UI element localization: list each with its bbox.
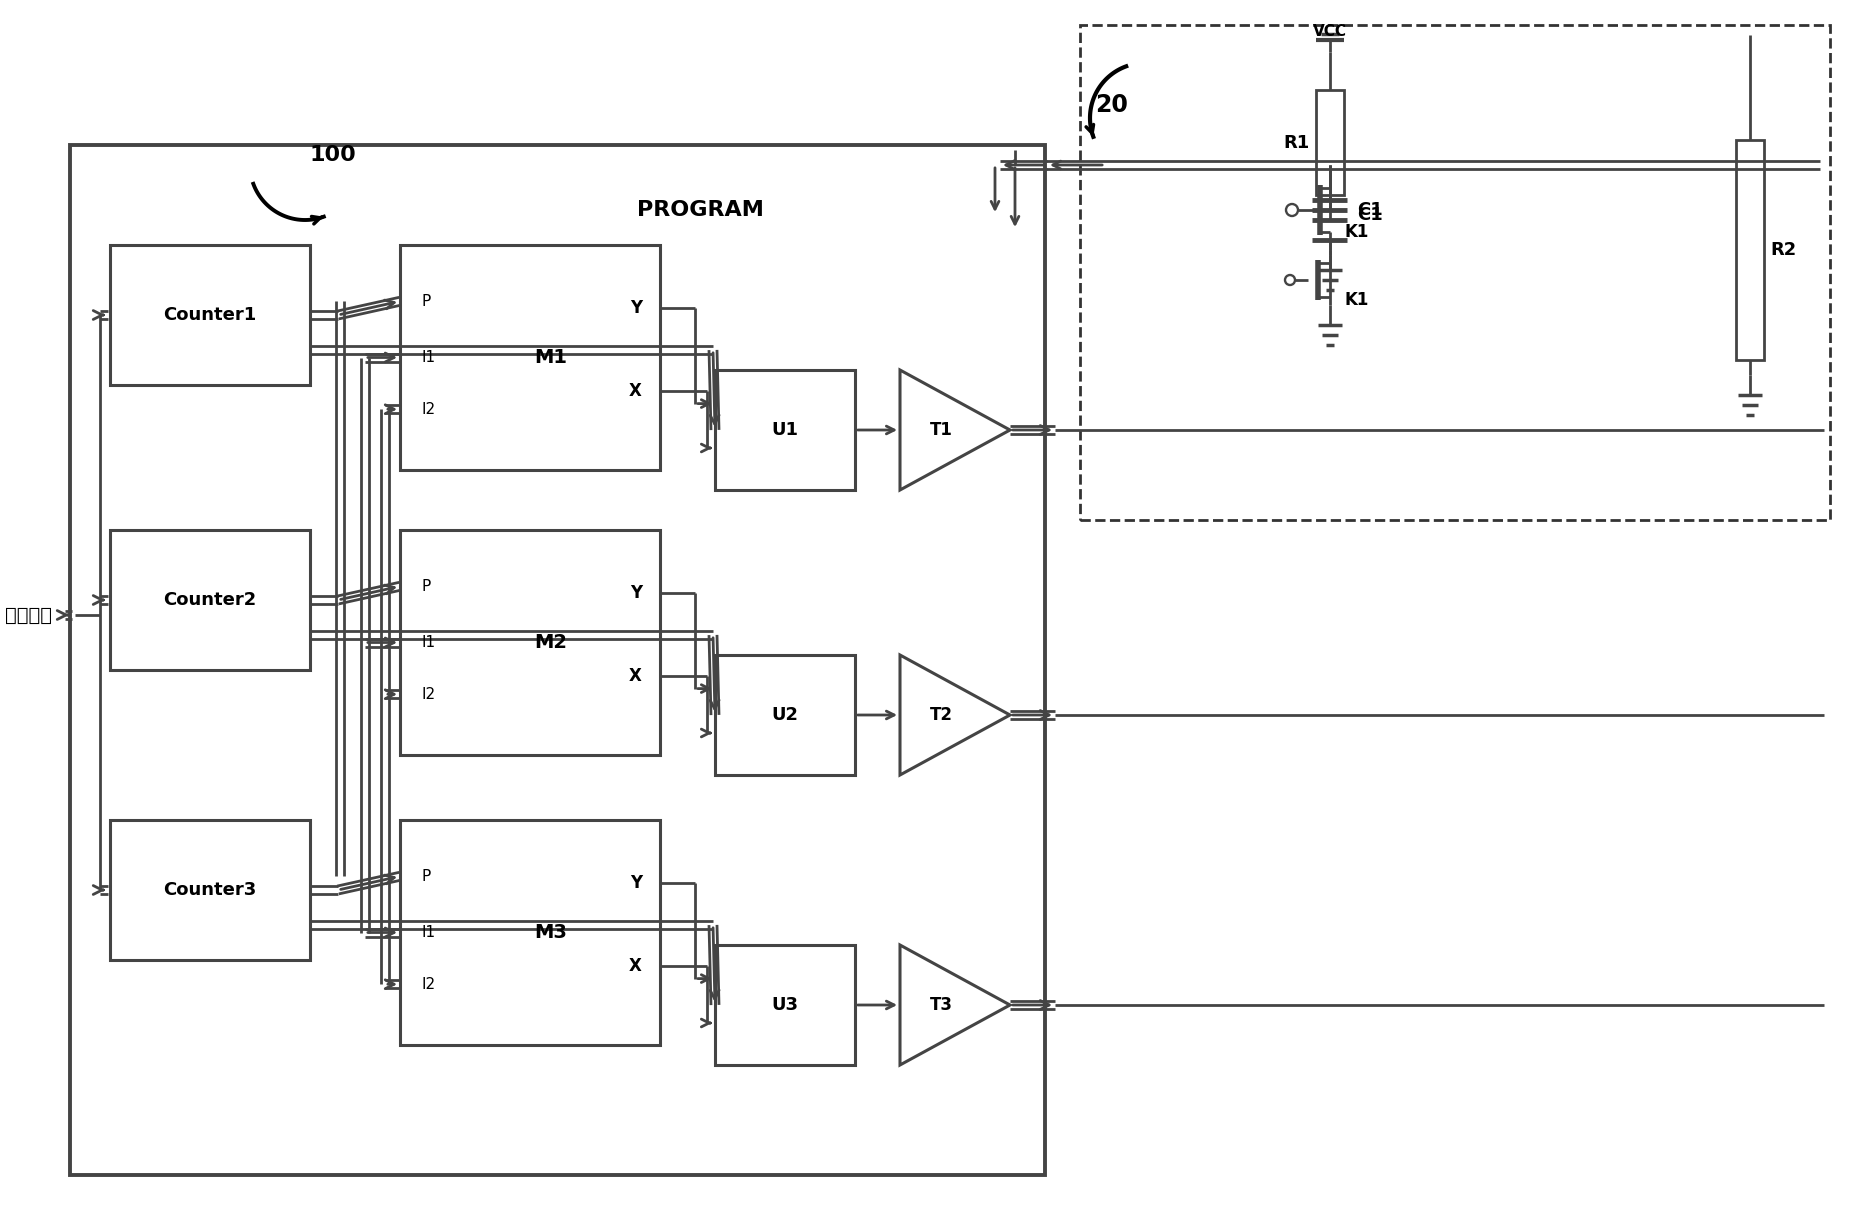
Text: I1: I1 <box>423 349 436 365</box>
Bar <box>1081 25 1830 520</box>
Text: C1: C1 <box>1357 201 1383 219</box>
Text: K1: K1 <box>1344 222 1370 241</box>
Text: M1: M1 <box>534 348 567 368</box>
Text: Counter3: Counter3 <box>163 881 256 899</box>
Text: U3: U3 <box>771 996 799 1014</box>
Bar <box>400 530 660 754</box>
Bar <box>109 245 310 384</box>
Text: X: X <box>629 958 641 976</box>
Text: Y: Y <box>630 874 641 892</box>
Text: I1: I1 <box>423 925 436 941</box>
Text: M3: M3 <box>534 922 567 942</box>
Text: I2: I2 <box>423 687 436 701</box>
Polygon shape <box>899 655 1010 775</box>
Bar <box>109 530 310 670</box>
Text: P: P <box>423 869 432 884</box>
Text: 100: 100 <box>310 145 356 164</box>
Text: I2: I2 <box>423 401 436 417</box>
Text: R1: R1 <box>1283 133 1311 151</box>
Text: M2: M2 <box>534 634 567 652</box>
Bar <box>70 145 1046 1175</box>
Text: Counter2: Counter2 <box>163 591 256 609</box>
Text: I2: I2 <box>423 977 436 991</box>
Text: X: X <box>629 667 641 686</box>
Bar <box>716 945 855 1065</box>
Text: K1: K1 <box>1344 291 1370 310</box>
Text: VCC: VCC <box>1313 24 1348 40</box>
Polygon shape <box>899 370 1010 490</box>
Text: C1: C1 <box>1357 206 1383 224</box>
Text: 时钟脉冲: 时钟脉冲 <box>6 606 52 625</box>
Text: X: X <box>629 382 641 400</box>
Text: P: P <box>423 294 432 308</box>
Text: Y: Y <box>630 584 641 602</box>
Text: P: P <box>423 579 432 594</box>
Text: U1: U1 <box>771 421 799 439</box>
Text: PROGRAM: PROGRAM <box>636 199 764 220</box>
Text: T2: T2 <box>931 706 953 724</box>
Bar <box>1316 89 1344 195</box>
Bar <box>400 245 660 470</box>
Text: T3: T3 <box>931 996 953 1014</box>
Text: T1: T1 <box>931 421 953 439</box>
Bar <box>400 820 660 1045</box>
Bar <box>716 370 855 490</box>
Text: I1: I1 <box>423 635 436 650</box>
Bar <box>109 820 310 960</box>
Bar <box>716 655 855 775</box>
Text: 20: 20 <box>1096 93 1127 117</box>
Polygon shape <box>899 945 1010 1065</box>
Text: Y: Y <box>630 299 641 317</box>
Text: R2: R2 <box>1771 241 1797 259</box>
Text: U2: U2 <box>771 706 799 724</box>
Bar <box>1735 140 1763 360</box>
Text: Counter1: Counter1 <box>163 306 256 324</box>
